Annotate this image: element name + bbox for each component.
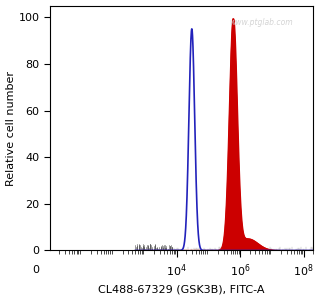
Text: www.ptglab.com: www.ptglab.com: [229, 18, 292, 27]
Y-axis label: Relative cell number: Relative cell number: [5, 70, 16, 185]
X-axis label: CL488-67329 (GSK3B), FITC-A: CL488-67329 (GSK3B), FITC-A: [98, 284, 265, 294]
Text: 0: 0: [32, 265, 39, 275]
